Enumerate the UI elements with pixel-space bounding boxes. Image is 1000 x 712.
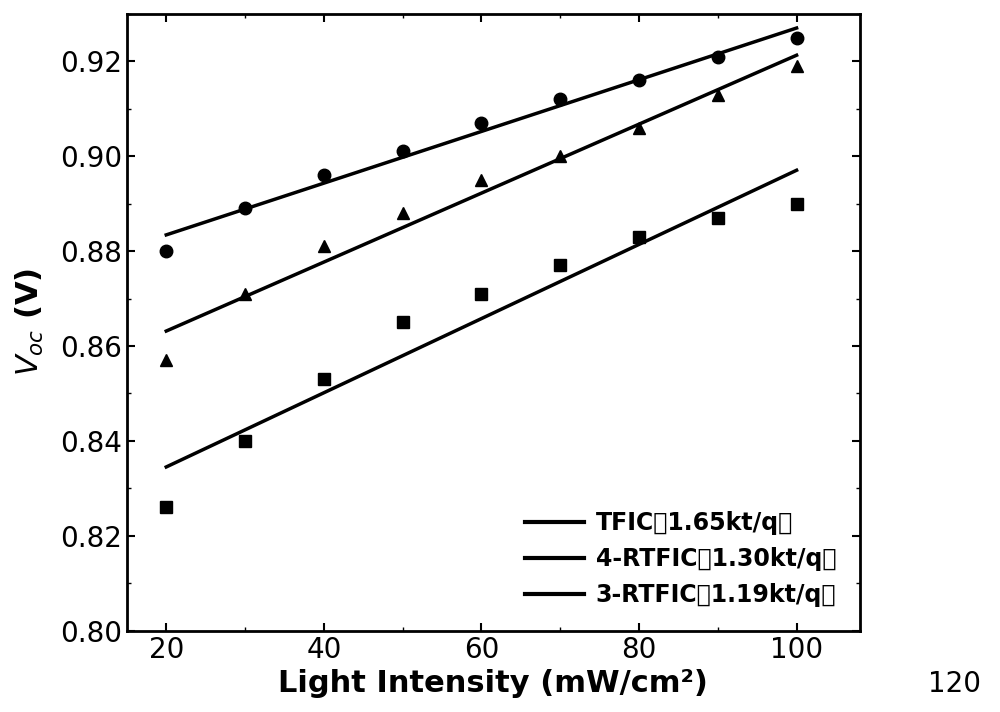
Legend: TFIC（1.65kt/q）, 4-RTFIC（1.30kt/q）, 3-RTFIC（1.19kt/q）: TFIC（1.65kt/q）, 4-RTFIC（1.30kt/q）, 3-RTF… bbox=[513, 500, 848, 619]
Y-axis label: $\mathit{V_{oc}}$ (V): $\mathit{V_{oc}}$ (V) bbox=[14, 268, 46, 377]
Text: 120: 120 bbox=[928, 669, 981, 698]
X-axis label: Light Intensity (mW/cm²): Light Intensity (mW/cm²) bbox=[278, 669, 708, 698]
